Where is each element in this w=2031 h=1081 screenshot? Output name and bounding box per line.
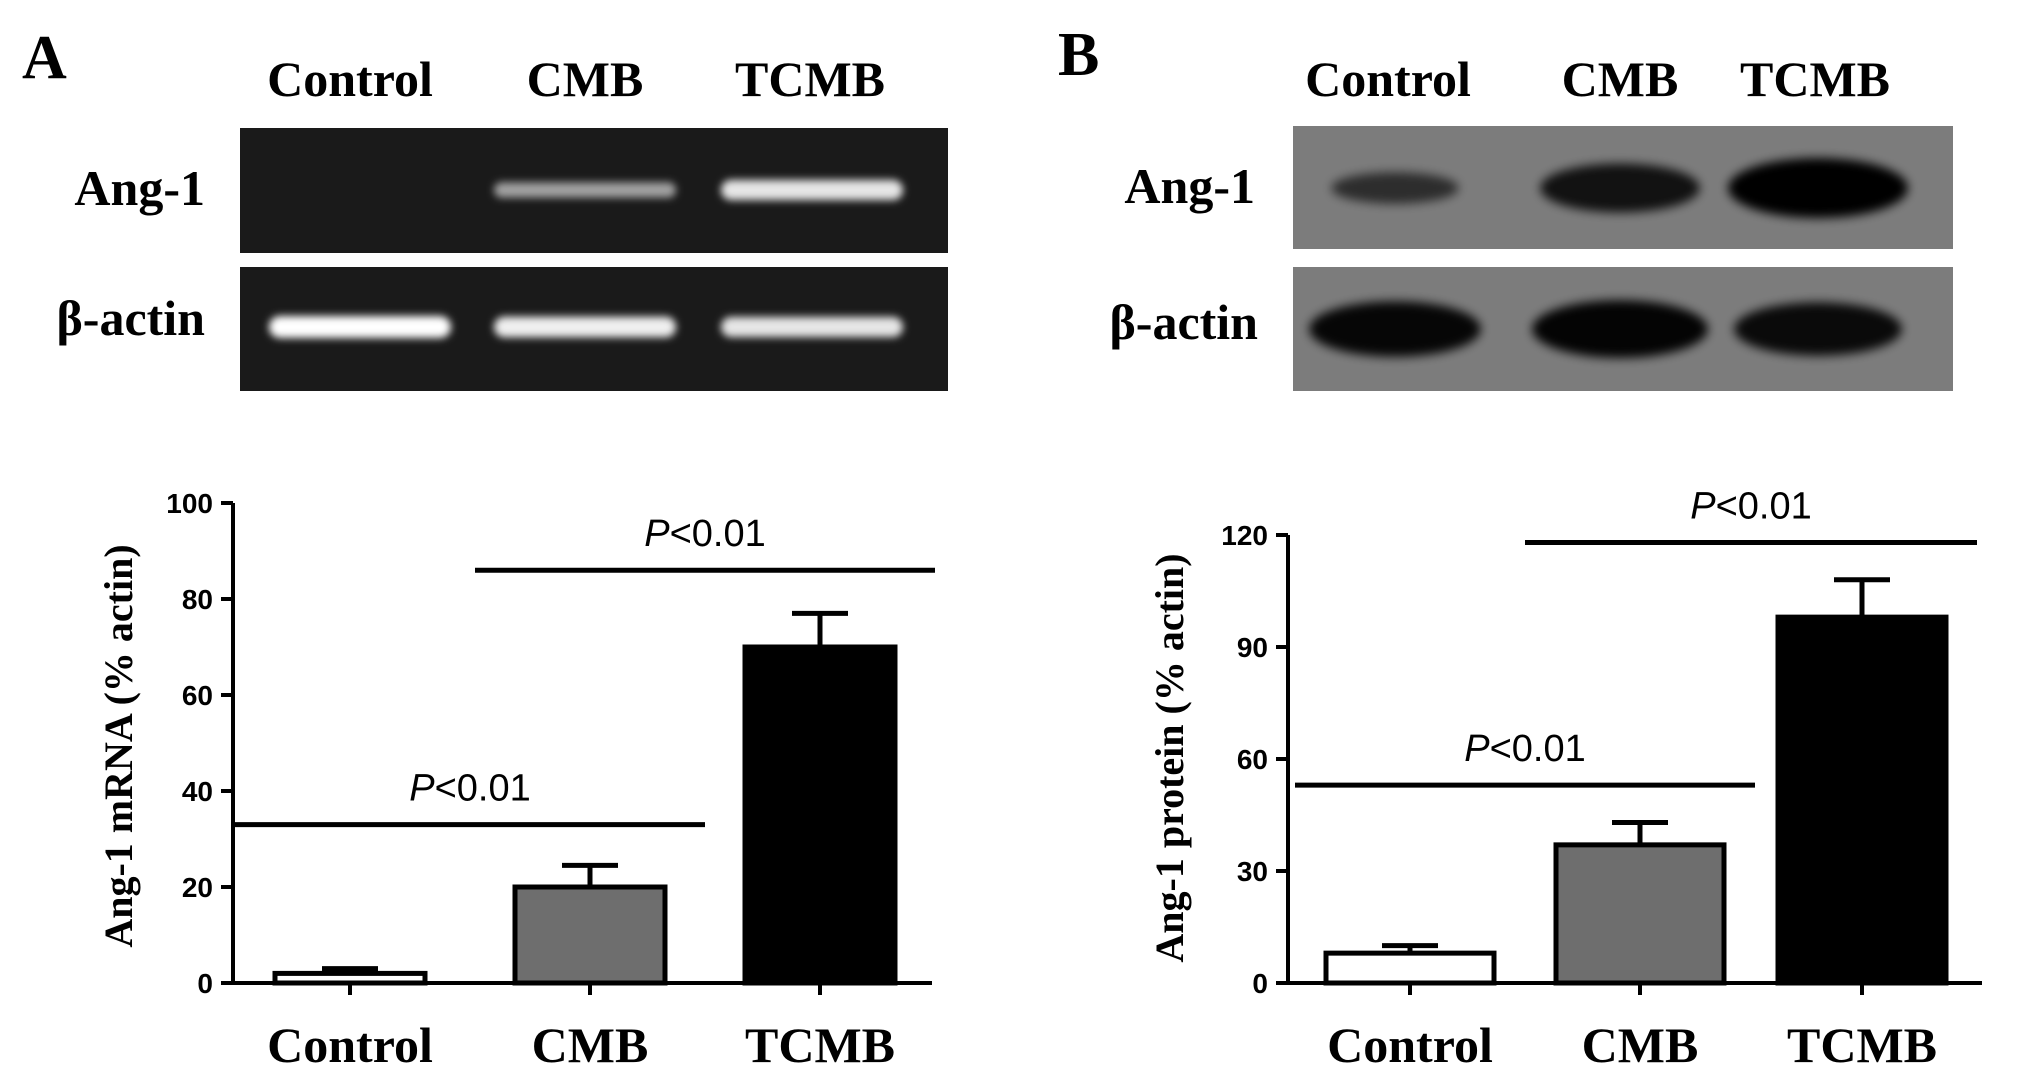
chart-b-y-tick-label-30: 30 — [1237, 856, 1268, 887]
chart-b-y-tick-label-60: 60 — [1237, 744, 1268, 775]
panel-letter-b: B — [1058, 21, 1099, 89]
panel-letter-a: A — [22, 24, 67, 92]
blot-b-row-label-ang1: Ang-1 — [1124, 158, 1255, 214]
blot-b-band-ang-1-cmb — [1540, 163, 1700, 213]
panel-a: A Control CMB TCMB Ang-1 β-actin Ang-1 m… — [22, 24, 948, 1073]
blot-b-column-label-tcmb: TCMB — [1740, 51, 1890, 107]
chart-a-bar-control — [272, 970, 428, 986]
chart-a-y-tick-label-60: 60 — [182, 680, 213, 711]
blot-a-bands — [269, 179, 903, 338]
blot-b-band-ang-1-control — [1331, 172, 1459, 204]
chart-a-significance: P<0.01 P<0.01 — [235, 513, 935, 828]
chart-a-y-tick-label-0: 0 — [197, 968, 213, 999]
blot-b-band-actin-control — [1309, 301, 1481, 357]
blot-b-column-label-cmb: CMB — [1562, 51, 1679, 107]
blot-b-band-actin-tcmb — [1734, 302, 1902, 356]
chart-b: Ang-1 protein (% actin) 0 30 60 90 120 Contro… — [1147, 485, 1982, 1073]
chart-a-y-tick-label-20: 20 — [182, 872, 213, 903]
blot-a-column-label-control: Control — [267, 51, 433, 107]
chart-a-x-tick-label-tcmb: TCMB — [745, 1017, 895, 1073]
chart-b-y-tick-label-0: 0 — [1252, 968, 1268, 999]
chart-a-significance-label-1: P<0.01 — [409, 768, 531, 810]
chart-a-x-tick-label-control: Control — [267, 1017, 433, 1073]
chart-a-x-tick-label-cmb: CMB — [532, 1017, 649, 1073]
chart-b-bars — [1323, 577, 1949, 986]
chart-b-bar-tcmb — [1775, 614, 1949, 986]
blot-b: Control CMB TCMB Ang-1 β-actin — [1109, 51, 1953, 391]
blot-a-row-label-beta-actin: β-actin — [56, 290, 205, 346]
chart-b-axes: 0 30 60 90 120 Control CMB TCMB — [1221, 520, 1982, 1073]
chart-b-x-tick-label-tcmb: TCMB — [1787, 1017, 1937, 1073]
blot-b-row-label-beta-actin: β-actin — [1109, 294, 1258, 350]
chart-b-y-axis-title: Ang-1 protein (% actin) — [1147, 553, 1192, 962]
panel-b: B Control CMB TCMB Ang-1 β-actin Ang-1 p… — [1058, 21, 1982, 1073]
chart-b-y-tick-label-90: 90 — [1237, 632, 1268, 663]
chart-a-y-tick-label-100: 100 — [166, 488, 213, 519]
chart-a-axes: 0 20 40 60 80 100 Control CMB TCMB — [166, 488, 932, 1073]
blot-b-bands — [1309, 158, 1908, 358]
chart-a-y-tick-label-80: 80 — [182, 584, 213, 615]
chart-a-y-axis-title: Ang-1 mRNA (% actin) — [96, 544, 141, 947]
chart-a-bars — [272, 610, 898, 986]
blot-b-column-label-control: Control — [1305, 51, 1471, 107]
chart-b-x-tick-label-cmb: CMB — [1582, 1017, 1699, 1073]
blot-a-band-actin-cmb — [494, 316, 676, 338]
chart-b-x-tick-label-control: Control — [1327, 1017, 1493, 1073]
chart-a: Ang-1 mRNA (% actin) 0 20 40 60 80 100 Control… — [96, 488, 935, 1073]
blot-a-column-label-cmb: CMB — [527, 51, 644, 107]
blot-a-row-label-ang1: Ang-1 — [74, 160, 205, 216]
blot-b-band-ang-1-tcmb — [1728, 158, 1908, 218]
blot-a-band-actin-tcmb — [721, 316, 903, 338]
chart-b-significance-label-2: P<0.01 — [1690, 485, 1812, 527]
chart-a-bar-tcmb — [742, 644, 898, 986]
chart-a-bar-cmb — [512, 884, 668, 986]
blot-a-band-ang-1-tcmb — [721, 179, 903, 201]
chart-b-y-tick-label-120: 120 — [1221, 520, 1268, 551]
chart-b-significance: P<0.01 P<0.01 — [1295, 485, 1977, 788]
blot-a-band-actin-control — [269, 316, 451, 338]
blot-b-band-actin-cmb — [1532, 300, 1708, 358]
chart-a-significance-label-2: P<0.01 — [644, 513, 766, 555]
blot-a: Control CMB TCMB Ang-1 β-actin — [56, 51, 948, 391]
blot-a-band-ang-1-cmb — [494, 182, 676, 198]
chart-a-y-tick-label-40: 40 — [182, 776, 213, 807]
chart-b-bar-cmb — [1553, 842, 1727, 986]
blot-a-column-label-tcmb: TCMB — [735, 51, 885, 107]
chart-b-bar-control — [1323, 950, 1497, 986]
chart-b-significance-label-1: P<0.01 — [1464, 728, 1586, 770]
